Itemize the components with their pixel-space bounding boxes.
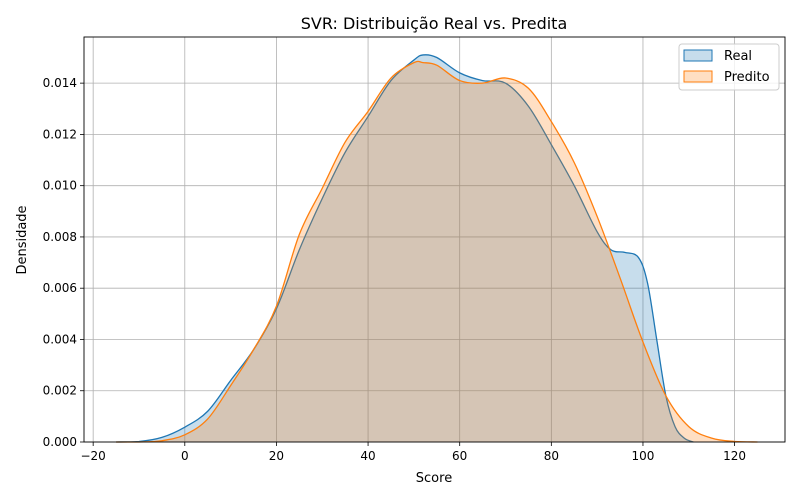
legend-frame bbox=[678, 43, 780, 91]
legend-swatch-predito bbox=[683, 70, 713, 83]
plot-frame bbox=[83, 36, 786, 443]
y-axis-label: Densidade bbox=[15, 205, 30, 274]
y-tick-label: 0.010 bbox=[43, 179, 77, 193]
area-fill-predito bbox=[116, 61, 758, 443]
x-tick-label: −20 bbox=[80, 449, 105, 463]
x-axis-label: Score bbox=[416, 471, 452, 486]
x-tick-label: 80 bbox=[544, 449, 559, 463]
y-tick-label: 0.002 bbox=[43, 384, 77, 398]
x-tick-label: 60 bbox=[452, 449, 467, 463]
legend-label-predito: Predito bbox=[724, 70, 770, 85]
y-tick-label: 0.000 bbox=[43, 435, 77, 449]
legend: Real Predito bbox=[678, 43, 780, 91]
x-tick-label: 0 bbox=[181, 449, 189, 463]
x-tick-label: 20 bbox=[269, 449, 284, 463]
density-line-real bbox=[116, 54, 694, 443]
legend-swatch-real bbox=[683, 49, 713, 62]
x-tick-label: 120 bbox=[723, 449, 746, 463]
y-tick-label: 0.014 bbox=[43, 76, 77, 90]
y-tick-label: 0.008 bbox=[43, 230, 77, 244]
y-tick-label: 0.012 bbox=[43, 127, 77, 141]
y-tick-label: 0.004 bbox=[43, 332, 77, 346]
x-tick-label: 40 bbox=[360, 449, 375, 463]
x-tick-label: 100 bbox=[632, 449, 655, 463]
chart-title: SVR: Distribuição Real vs. Predita bbox=[301, 14, 568, 33]
legend-label-real: Real bbox=[724, 49, 752, 64]
area-fill-real bbox=[116, 54, 694, 442]
y-tick-label: 0.006 bbox=[43, 281, 77, 295]
density-line-predito bbox=[116, 60, 758, 443]
